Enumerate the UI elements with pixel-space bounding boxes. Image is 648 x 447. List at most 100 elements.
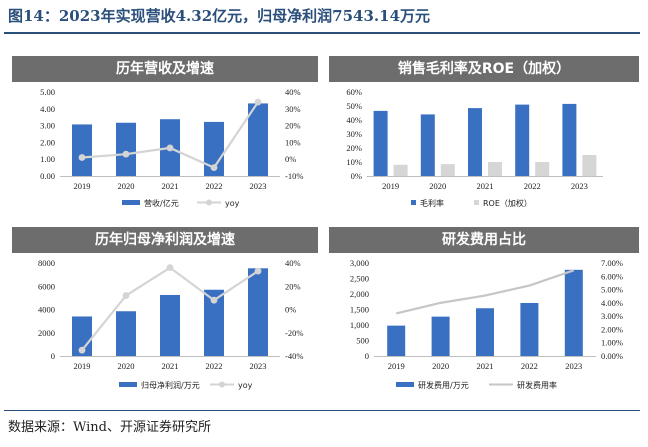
y-tick-label: 0.00	[40, 171, 55, 181]
y-tick-label: 1,000	[350, 320, 369, 330]
legend-label: 研发费用/万元	[418, 380, 469, 390]
x-tick-label: 2020	[118, 181, 135, 191]
x-tick-label: 2022	[521, 361, 538, 371]
bar	[373, 110, 388, 176]
line-point	[166, 264, 174, 272]
x-tick-label: 2021	[162, 181, 179, 191]
y2-tick-label: 0%	[285, 154, 296, 164]
y2-tick-label: 40%	[285, 87, 301, 97]
panel-title-revenue: 历年营收及增速	[12, 56, 318, 82]
bar	[520, 302, 539, 356]
x-tick-label: 2020	[429, 181, 446, 191]
y-tick-label: 2,500	[350, 274, 369, 284]
x-tick-label: 2021	[162, 361, 179, 371]
margin-roe-chart: 0% 10% 20% 30% 40% 50% 60% 2019 2020 2021 2022 2023…	[346, 87, 603, 208]
bar	[515, 104, 530, 176]
y-tick-label: 2.00	[40, 137, 55, 147]
y-tick-label: 0%	[351, 171, 362, 181]
x-tick-label: 2022	[524, 181, 541, 191]
bar	[204, 121, 224, 176]
netprofit-chart: 0 2000 4000 6000 8000 -40% -20% 0% 20% 40% 2019 202…	[38, 258, 303, 390]
x-tick-label: 2022	[206, 361, 223, 371]
line-point	[254, 267, 262, 275]
y-tick-label: 60%	[346, 87, 362, 97]
y-tick-label: 30%	[346, 129, 362, 139]
y-tick-label: 20%	[346, 143, 362, 153]
source-note: 数据来源：Wind、开源证券研究所	[8, 420, 211, 435]
y2-tick-label: 20%	[285, 281, 301, 291]
x-tick-label: 2023	[565, 361, 582, 371]
line-point	[122, 292, 130, 299]
bar	[420, 114, 435, 176]
y2-tick-label: 40%	[285, 258, 301, 268]
y2-tick-label: -10%	[285, 171, 303, 181]
legend-marker	[206, 199, 212, 206]
bar	[431, 316, 450, 356]
legend-label: yoy	[238, 381, 253, 390]
y-tick-label: 2,000	[350, 289, 369, 299]
bar	[564, 269, 583, 356]
y-tick-label: 8000	[38, 258, 55, 268]
bar	[160, 294, 180, 356]
x-tick-label: 2019	[74, 361, 91, 371]
x-tick-label: 2021	[477, 361, 494, 371]
line-point	[78, 346, 86, 354]
legend-label: 归母净利润/万元	[141, 380, 200, 390]
y2-tick-label: 1.00%	[601, 338, 623, 348]
y-tick-label: 2000	[38, 328, 55, 338]
x-tick-label: 2020	[118, 361, 135, 371]
y-tick-label: 3.00	[40, 121, 55, 131]
x-tick-label: 2022	[206, 181, 223, 191]
y-tick-label: 3,000	[350, 258, 369, 268]
y2-tick-label: -20%	[285, 328, 303, 338]
x-tick-label: 2020	[432, 361, 449, 371]
legend-marker	[219, 381, 225, 388]
legend-label: 毛利率	[420, 198, 444, 208]
y2-tick-label: 20%	[285, 121, 301, 131]
y2-tick-label: 0.00%	[601, 351, 623, 361]
legend-label: ROE（加权）	[483, 198, 532, 208]
panel-title-margin: 销售毛利率及ROE（加权）	[329, 56, 639, 82]
y-tick-label: 500	[356, 336, 369, 346]
panel-title-rd: 研发费用占比	[329, 227, 639, 253]
y-tick-label: 6000	[38, 281, 55, 291]
bar	[116, 122, 136, 176]
bar	[488, 162, 502, 176]
bar	[393, 164, 408, 176]
y-tick-label: 10%	[346, 157, 362, 167]
bar	[387, 325, 406, 356]
bar	[476, 308, 494, 356]
y2-tick-label: 6.00%	[601, 271, 623, 281]
y-tick-label: 4000	[38, 305, 55, 315]
bar	[562, 103, 577, 176]
y2-tick-label: 2.00%	[601, 324, 623, 334]
x-tick-label: 2023	[571, 181, 588, 191]
y-tick-label: 0	[365, 351, 369, 361]
line-point	[78, 154, 86, 161]
legend-label: 研发费用率	[517, 380, 557, 390]
bar	[535, 162, 550, 176]
y-tick-label: 1.00	[40, 154, 55, 164]
bar	[440, 164, 455, 176]
x-tick-label: 2023	[250, 361, 267, 371]
line-point	[254, 98, 262, 106]
y-tick-label: 1,500	[350, 305, 369, 315]
y2-tick-label: 0%	[285, 305, 296, 315]
legend-label: yoy	[225, 199, 240, 208]
y2-tick-label: 30%	[285, 104, 301, 114]
revenue-chart: 0.00 1.00 2.00 3.00 4.00 5.00 -10% 0% 10% 20% 30% 4…	[40, 87, 303, 208]
bar	[116, 311, 136, 356]
line-point	[210, 296, 218, 304]
legend-swatch	[396, 382, 414, 387]
legend-swatch	[122, 200, 140, 205]
bar	[72, 316, 92, 356]
panel-title-netprofit: 历年归母净利润及增速	[12, 227, 318, 253]
bar	[248, 103, 268, 176]
line-point	[122, 150, 130, 158]
x-tick-label: 2019	[74, 181, 91, 191]
x-tick-label: 2019	[382, 181, 399, 191]
title-rule	[4, 32, 640, 34]
bar	[582, 155, 597, 176]
line-point	[166, 144, 174, 152]
y-tick-label: 0	[51, 351, 55, 361]
